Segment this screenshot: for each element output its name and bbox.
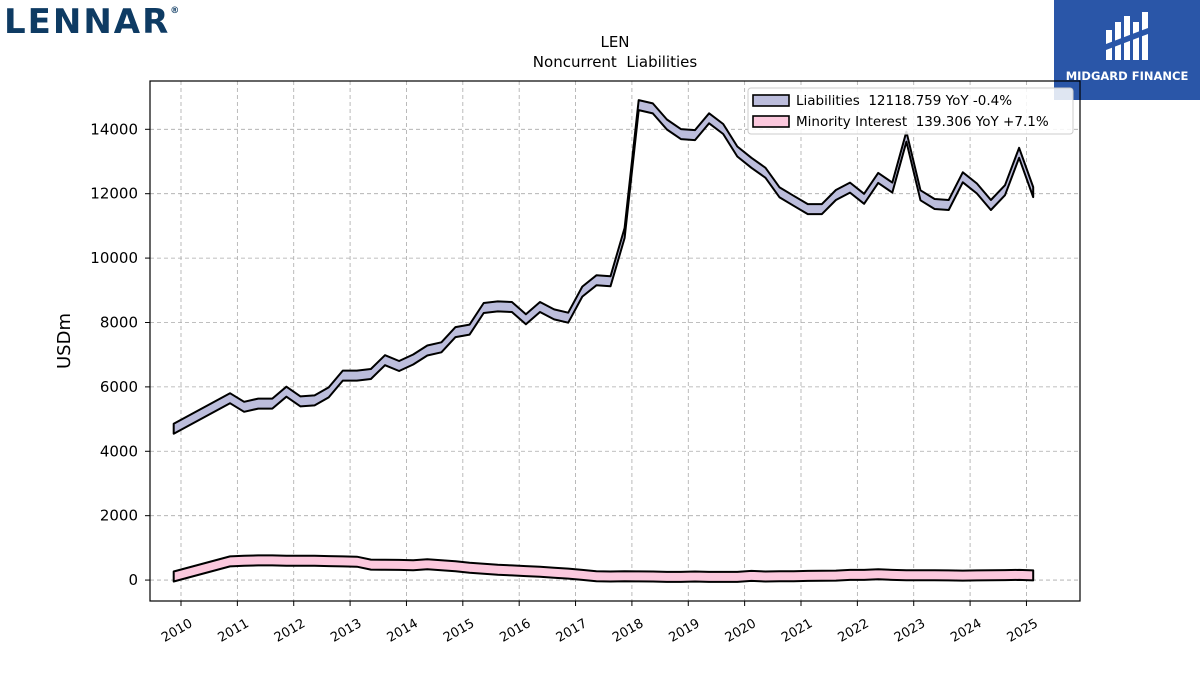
legend-label: Liabilities 12118.759 YoY -0.4% xyxy=(796,93,1012,109)
legend: Liabilities 12118.759 YoY -0.4% Minority … xyxy=(747,87,1074,135)
y-tick-label: 14000 xyxy=(90,120,138,138)
midgard-monogram-icon xyxy=(1106,12,1148,60)
x-tick-label: 2016 xyxy=(497,616,533,646)
x-tick-label: 2019 xyxy=(666,616,702,646)
legend-box xyxy=(747,87,1074,135)
y-tick-label: 2000 xyxy=(100,507,138,525)
legend-label: Minority Interest 139.306 YoY +7.1% xyxy=(796,114,1049,130)
series-minority-interest-band xyxy=(172,554,1035,583)
x-tick-label: 2023 xyxy=(892,616,928,646)
x-tick-label: 2021 xyxy=(779,616,815,646)
y-tick-label: 4000 xyxy=(100,442,138,460)
x-tick-label: 2012 xyxy=(272,616,308,646)
midgard-finance-text: MIDGARD FINANCE xyxy=(1065,69,1189,83)
midgard-finance-logo: MIDGARD FINANCE xyxy=(1054,0,1200,100)
lennar-logo: LENNAR® xyxy=(4,2,181,42)
y-tick-label: 12000 xyxy=(90,185,138,203)
y-axis-label: USDm xyxy=(54,313,75,369)
x-tick-label: 2022 xyxy=(836,616,872,646)
legend-swatch xyxy=(752,94,790,107)
x-tick-label: 2017 xyxy=(554,616,590,646)
registered-mark: ® xyxy=(170,6,182,16)
x-tick-label: 2025 xyxy=(1005,616,1041,646)
lennar-logo-text: LENNAR xyxy=(4,2,171,42)
legend-swatch xyxy=(752,115,790,128)
x-tick-label: 2015 xyxy=(441,616,477,646)
x-tick-label: 2010 xyxy=(159,616,195,646)
x-tick-label: 2011 xyxy=(216,616,252,646)
x-tick-label: 2024 xyxy=(948,616,984,646)
x-tick-label: 2014 xyxy=(385,616,421,646)
x-tick-label: 2020 xyxy=(723,616,759,646)
chart-title: LEN xyxy=(600,33,629,51)
y-tick-label: 8000 xyxy=(100,313,138,331)
chart-subtitle: Noncurrent Liabilities xyxy=(533,53,698,71)
plot-frame xyxy=(149,80,1081,602)
grid xyxy=(150,81,1080,601)
series-layer xyxy=(172,99,1035,583)
y-tick-label: 6000 xyxy=(100,378,138,396)
x-tick-label: 2018 xyxy=(610,616,646,646)
series-liabilities-band xyxy=(172,99,1035,435)
y-tick-label: 0 xyxy=(128,571,138,589)
y-tick-label: 10000 xyxy=(90,249,138,267)
x-tick-label: 2013 xyxy=(328,616,364,646)
